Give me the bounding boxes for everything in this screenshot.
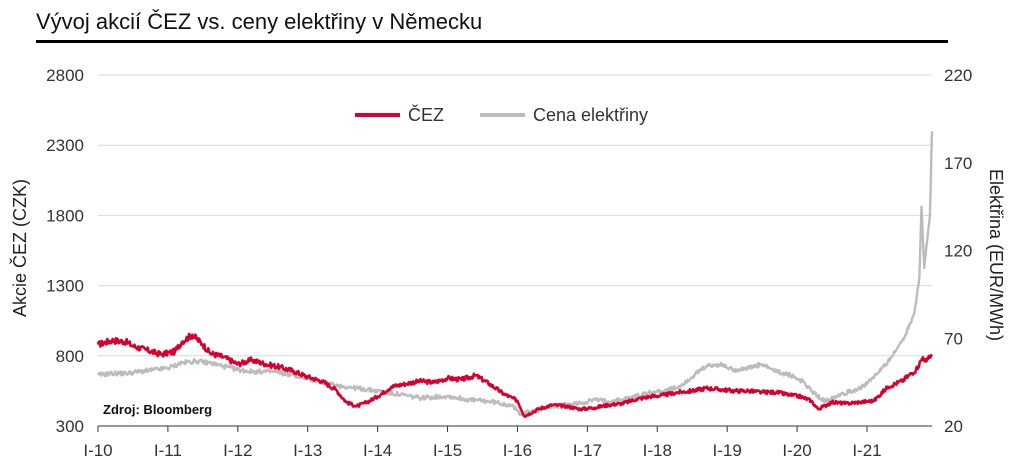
y-left-tick-label: 2300 xyxy=(46,136,84,155)
legend-label-cez: ČEZ xyxy=(408,104,444,125)
series-lines xyxy=(96,131,934,419)
y-left-tick-label: 1800 xyxy=(46,206,84,225)
x-tick-label: I-14 xyxy=(363,441,392,460)
legend: ČEZ Cena elektřiny xyxy=(355,104,648,125)
x-tick-label: I-19 xyxy=(713,441,742,460)
series-line-electricity xyxy=(96,131,934,417)
chart-title: Vývoj akcií ČEZ vs. ceny elektřiny v Něm… xyxy=(36,9,483,34)
y-axis-right-ticks: 20 70 120 170 220 xyxy=(944,66,972,436)
x-tick-label: I-18 xyxy=(643,441,672,460)
y-right-tick-label: 220 xyxy=(944,66,972,85)
y-right-tick-label: 20 xyxy=(944,417,963,436)
y-axis-left-ticks: 300 800 1300 1800 2300 2800 xyxy=(46,66,84,436)
x-tick-label: I-15 xyxy=(433,441,462,460)
y-left-tick-label: 300 xyxy=(56,417,84,436)
grid-lines xyxy=(98,74,932,357)
x-tick-label: I-17 xyxy=(573,441,602,460)
x-tick-label: I-16 xyxy=(503,441,532,460)
y-right-tick-label: 120 xyxy=(944,242,972,261)
y-left-tick-label: 2800 xyxy=(46,66,84,85)
source-note: Zdroj: Bloomberg xyxy=(103,402,212,417)
y-left-tick-label: 800 xyxy=(56,347,84,366)
y-left-tick-label: 1300 xyxy=(46,277,84,296)
y-axis-left-label: Akcie ČEZ (CZK) xyxy=(9,179,30,317)
x-axis-ticks: I-10 I-11 I-12 I-13 I-14 I-15 I-16 I-17 I-18 I-19… xyxy=(83,426,882,460)
series-line-cez xyxy=(96,332,933,419)
x-tick-label: I-13 xyxy=(293,441,322,460)
x-tick-label: I-10 xyxy=(83,441,112,460)
x-tick-label: I-11 xyxy=(154,441,182,460)
x-tick-label: I-21 xyxy=(852,441,881,460)
y-right-tick-label: 70 xyxy=(944,329,963,348)
x-tick-label: I-12 xyxy=(223,441,252,460)
legend-label-electricity: Cena elektřiny xyxy=(533,105,648,125)
y-axis-right-label: Elektřina (EUR/MWh) xyxy=(986,169,1006,341)
x-tick-label: I-20 xyxy=(782,441,811,460)
y-right-tick-label: 170 xyxy=(944,154,972,173)
title-rule xyxy=(36,40,948,43)
